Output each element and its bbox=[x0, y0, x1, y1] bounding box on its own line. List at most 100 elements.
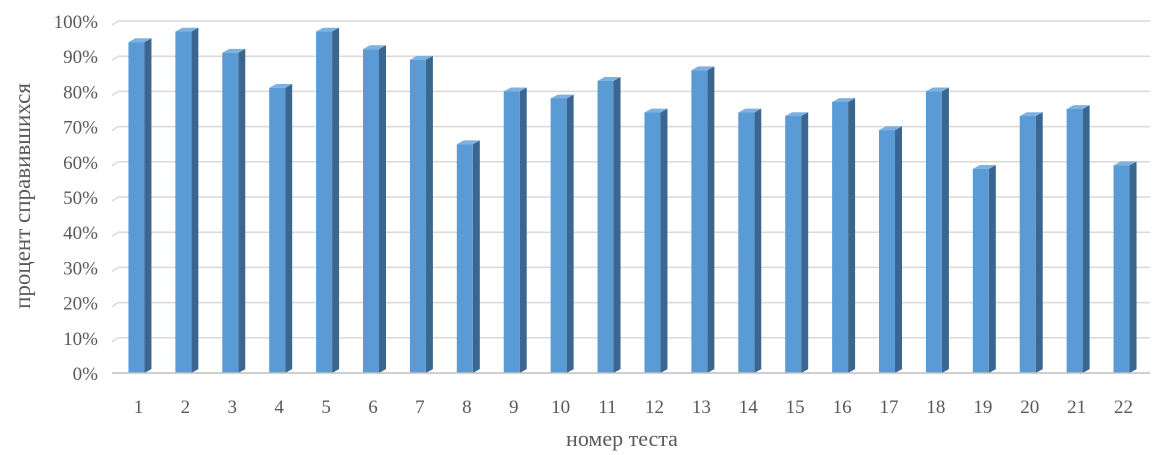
y-axis-ticks: 0% 10% 20% 30% 40% 50% 60% 70% 80% 90% 100% bbox=[54, 12, 99, 385]
bar-12 bbox=[644, 108, 668, 374]
bar-side bbox=[566, 94, 574, 373]
bar-front bbox=[738, 112, 755, 374]
bar-top bbox=[503, 87, 527, 92]
bar-front bbox=[128, 42, 145, 374]
bar-top bbox=[456, 140, 480, 145]
x-tick-label: 15 bbox=[786, 397, 805, 418]
bars bbox=[128, 27, 1137, 374]
gridline-depth bbox=[111, 90, 119, 97]
bar-side bbox=[941, 87, 949, 374]
bar-14 bbox=[738, 108, 762, 374]
x-tick-label: 12 bbox=[645, 397, 664, 418]
bar-side bbox=[801, 112, 809, 373]
bar-18 bbox=[925, 87, 949, 374]
bar-side bbox=[191, 27, 199, 374]
bar-front bbox=[1066, 109, 1083, 373]
bar-top bbox=[691, 66, 715, 71]
bar-front bbox=[785, 116, 802, 373]
bar-top bbox=[1019, 112, 1043, 117]
x-tick-label: 18 bbox=[926, 397, 945, 418]
x-tick-label: 13 bbox=[692, 397, 711, 418]
y-tick-label: 40% bbox=[63, 223, 98, 244]
y-axis-title: процент справившихся bbox=[10, 83, 35, 309]
bar-top bbox=[972, 164, 996, 169]
x-tick-label: 11 bbox=[598, 397, 616, 418]
x-tick-label: 1 bbox=[134, 397, 144, 418]
x-tick-label: 19 bbox=[973, 397, 992, 418]
x-tick-label: 20 bbox=[1020, 397, 1039, 418]
bar-front bbox=[550, 98, 567, 373]
bar-side bbox=[754, 108, 762, 374]
bar-side bbox=[472, 140, 480, 373]
bar-2 bbox=[175, 27, 199, 374]
bar-top bbox=[316, 27, 340, 32]
y-tick-label: 70% bbox=[63, 118, 98, 139]
bar-4 bbox=[269, 84, 293, 373]
bar-13 bbox=[691, 66, 715, 374]
bar-front bbox=[363, 49, 379, 373]
bar-side bbox=[425, 55, 433, 374]
bar-side bbox=[144, 38, 152, 374]
bar-side bbox=[707, 66, 715, 374]
x-tick-label: 2 bbox=[181, 397, 191, 418]
bar-side bbox=[660, 108, 668, 374]
bar-side bbox=[332, 27, 340, 374]
bar-front bbox=[503, 91, 520, 374]
bar-side bbox=[895, 126, 902, 374]
y-tick-label: 0% bbox=[73, 364, 99, 385]
bar-front bbox=[1019, 116, 1036, 373]
bar-top bbox=[832, 98, 856, 102]
bar-front bbox=[316, 31, 333, 374]
bar-1 bbox=[128, 38, 152, 374]
y-tick-label: 100% bbox=[54, 12, 99, 33]
bar-top bbox=[597, 76, 621, 81]
bar-front bbox=[691, 70, 708, 373]
bar-16 bbox=[832, 98, 856, 374]
bar-top bbox=[175, 27, 199, 32]
bar-front bbox=[409, 59, 426, 373]
bar-side bbox=[1035, 112, 1043, 373]
bar-7 bbox=[409, 55, 433, 374]
gridline-depth bbox=[111, 231, 119, 237]
y-tick-label: 60% bbox=[63, 153, 98, 174]
y-tick-label: 30% bbox=[63, 258, 98, 279]
x-tick-label: 3 bbox=[228, 397, 238, 418]
x-tick-label: 10 bbox=[551, 397, 570, 418]
bar-9 bbox=[503, 87, 527, 374]
bar-side bbox=[285, 84, 293, 373]
bar-3 bbox=[222, 48, 246, 374]
bar-front bbox=[644, 112, 661, 374]
bar-side bbox=[1082, 105, 1090, 374]
bar-top bbox=[925, 87, 949, 92]
bar-top bbox=[1066, 105, 1090, 109]
bar-22 bbox=[1113, 161, 1137, 373]
bar-side bbox=[519, 87, 527, 374]
bar-top bbox=[128, 38, 152, 43]
gridline-depth bbox=[111, 125, 119, 132]
gridline-depth bbox=[111, 20, 119, 26]
bar-side bbox=[848, 98, 856, 374]
bar-front bbox=[1113, 165, 1130, 373]
gridline-depth bbox=[111, 55, 119, 61]
x-tick-label: 6 bbox=[368, 397, 378, 418]
bar-top bbox=[222, 48, 246, 53]
bar-front bbox=[222, 52, 239, 374]
bar-side bbox=[379, 45, 386, 374]
gridline-depth bbox=[111, 266, 119, 273]
x-tick-label: 5 bbox=[321, 397, 331, 418]
y-tick-label: 50% bbox=[63, 188, 98, 209]
bar-20 bbox=[1019, 112, 1043, 373]
gridline-depth bbox=[111, 161, 119, 167]
y-tick-label: 20% bbox=[63, 294, 98, 315]
bar-front bbox=[879, 130, 895, 373]
bar-17 bbox=[879, 126, 902, 374]
bar-8 bbox=[456, 140, 480, 373]
bar-side bbox=[988, 164, 996, 373]
bar-front bbox=[925, 91, 942, 374]
y-tick-label: 10% bbox=[63, 329, 98, 350]
bar-front bbox=[456, 144, 473, 373]
bar-19 bbox=[972, 164, 996, 373]
bar-front bbox=[832, 101, 849, 374]
bar-top bbox=[785, 112, 809, 117]
